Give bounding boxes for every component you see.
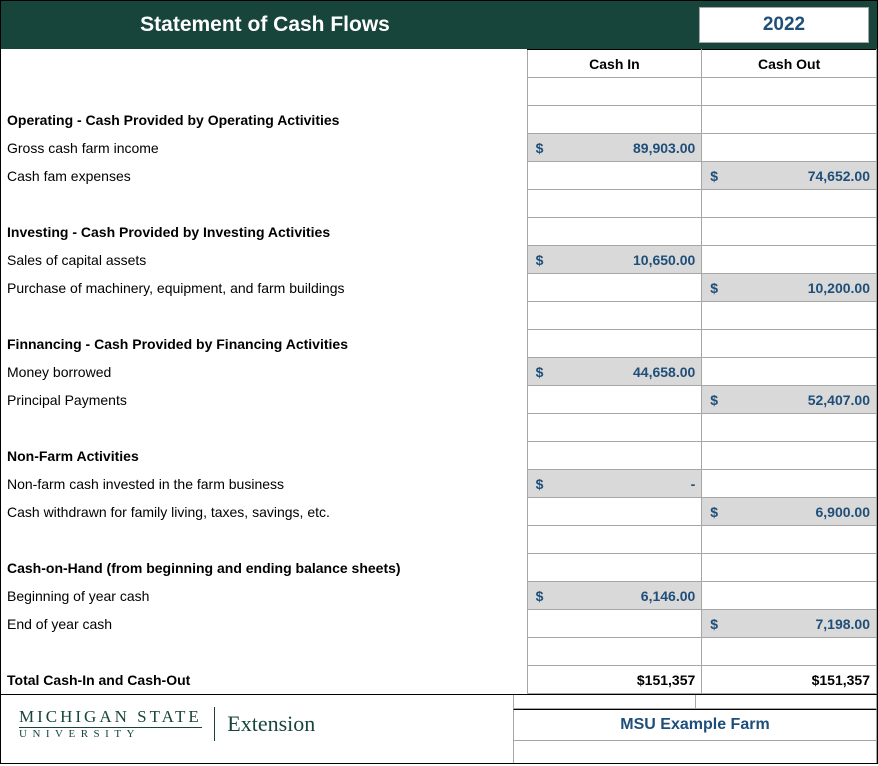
footer-spacer (513, 741, 877, 763)
section-heading: Investing - Cash Provided by Investing A… (1, 218, 527, 246)
col-header-cash-in: Cash In (527, 50, 702, 78)
cash-in-cell: $89,903.00 (527, 134, 702, 162)
cell (702, 190, 877, 218)
cash-in-cell (527, 610, 702, 638)
cash-in-cell: $44,658.00 (527, 358, 702, 386)
row-label (1, 302, 527, 330)
row-label: Purchase of machinery, equipment, and fa… (1, 274, 527, 302)
cell (527, 330, 702, 358)
cell (702, 106, 877, 134)
footer-logo-area: MICHIGAN STATE UNIVERSITY Extension (1, 695, 513, 763)
cash-out-cell: $52,407.00 (702, 386, 877, 414)
cash-in-cell: $10,650.00 (527, 246, 702, 274)
page-title: Statement of Cash Flows (1, 1, 699, 49)
cell (702, 442, 877, 470)
logo-line2: UNIVERSITY (19, 727, 202, 741)
cell (702, 330, 877, 358)
logo-extension: Extension (227, 711, 315, 737)
header: Statement of Cash Flows 2022 (1, 1, 877, 49)
cell (702, 414, 877, 442)
statement-container: Statement of Cash Flows 2022 Cash In Cas… (0, 0, 878, 764)
row-label: Non-farm cash invested in the farm busin… (1, 470, 527, 498)
cash-in-cell (527, 386, 702, 414)
cash-in-cell: $- (527, 470, 702, 498)
total-cash-out: $151,357 (702, 666, 877, 694)
cash-out-cell (702, 582, 877, 610)
cell (702, 554, 877, 582)
cell (527, 190, 702, 218)
row-label: Gross cash farm income (1, 134, 527, 162)
row-label: Sales of capital assets (1, 246, 527, 274)
cashflow-table: Cash In Cash Out Operating - Cash Provid… (1, 49, 877, 694)
row-label: End of year cash (1, 610, 527, 638)
row-label: Beginning of year cash (1, 582, 527, 610)
cell (702, 78, 877, 106)
totals-label: Total Cash-In and Cash-Out (1, 666, 527, 694)
section-heading: Non-Farm Activities (1, 442, 527, 470)
cash-out-cell (702, 470, 877, 498)
cell (527, 302, 702, 330)
cash-out-cell: $10,200.00 (702, 274, 877, 302)
cell (527, 106, 702, 134)
cell (702, 218, 877, 246)
cash-out-cell (702, 134, 877, 162)
row-label (1, 414, 527, 442)
col-header-cash-out: Cash Out (702, 50, 877, 78)
cash-in-cell: $6,146.00 (527, 582, 702, 610)
section-heading: Operating - Cash Provided by Operating A… (1, 106, 527, 134)
cell (702, 526, 877, 554)
cash-in-cell (527, 498, 702, 526)
msu-logo: MICHIGAN STATE UNIVERSITY Extension (19, 707, 495, 741)
cell (527, 638, 702, 666)
logo-line1: MICHIGAN STATE (19, 708, 202, 726)
row-label: Cash fam expenses (1, 162, 527, 190)
section-heading: Cash-on-Hand (from beginning and ending … (1, 554, 527, 582)
footer-grid-area (513, 695, 877, 709)
cash-out-cell (702, 358, 877, 386)
row-label (1, 638, 527, 666)
cash-out-cell: $74,652.00 (702, 162, 877, 190)
cell (527, 78, 702, 106)
section-heading: Finnancing - Cash Provided by Financing … (1, 330, 527, 358)
spacer (1, 50, 527, 78)
row-label: Principal Payments (1, 386, 527, 414)
row-label (1, 190, 527, 218)
cell (702, 302, 877, 330)
row-label: Cash withdrawn for family living, taxes,… (1, 498, 527, 526)
farm-name: MSU Example Farm (513, 709, 877, 741)
logo-divider (214, 707, 216, 741)
row-label (1, 78, 527, 106)
cell (527, 218, 702, 246)
cash-out-cell: $7,198.00 (702, 610, 877, 638)
footer: MICHIGAN STATE UNIVERSITY Extension MSU … (1, 694, 877, 763)
cell (702, 638, 877, 666)
year-box: 2022 (699, 7, 869, 43)
row-label: Money borrowed (1, 358, 527, 386)
total-cash-in: $151,357 (527, 666, 702, 694)
cash-in-cell (527, 274, 702, 302)
cell (527, 414, 702, 442)
cell (527, 526, 702, 554)
row-label (1, 526, 527, 554)
cash-out-cell (702, 246, 877, 274)
cell (527, 442, 702, 470)
cash-in-cell (527, 162, 702, 190)
cell (527, 554, 702, 582)
cash-out-cell: $6,900.00 (702, 498, 877, 526)
